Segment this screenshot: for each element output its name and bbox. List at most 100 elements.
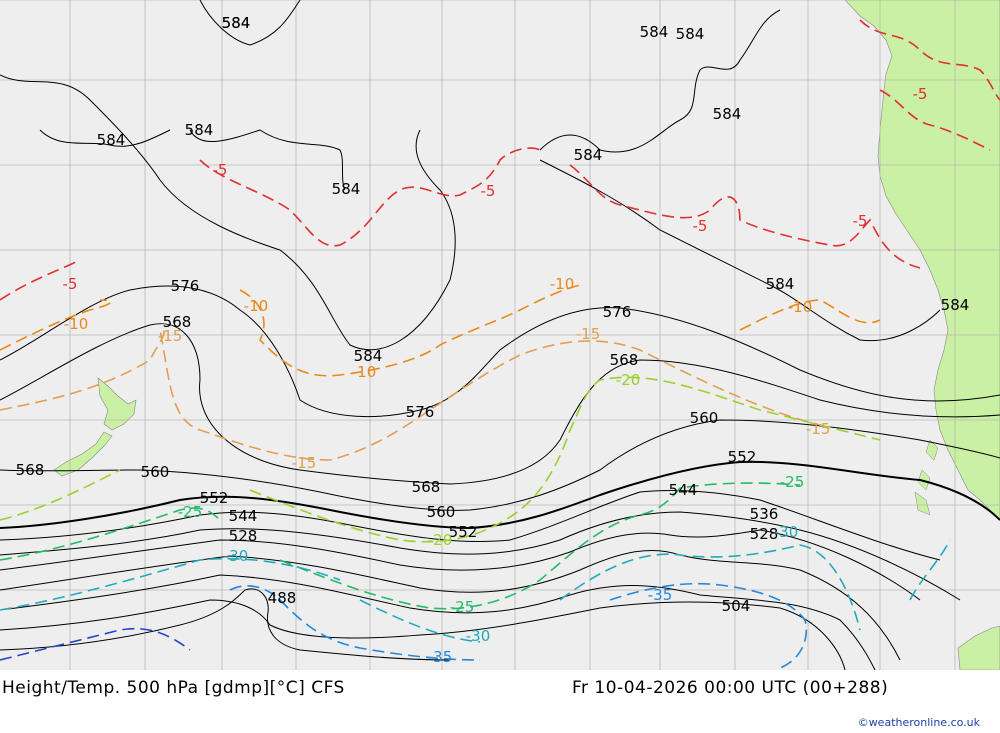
height-label: 584 [97,131,126,149]
height-label: 536 [750,505,779,523]
temp-minus35-a [229,582,807,669]
temperature-label: -20 [428,531,453,549]
height-label: 584 [222,14,251,32]
valid-time: Fr 10-04-2026 00:00 UTC (00+288) [572,678,889,698]
temperature-label: -10 [550,275,575,293]
temperature-label: -10 [352,363,377,381]
contour-568 [0,323,1000,485]
temperature-label: -15 [292,454,317,472]
temperature-label: -30 [466,627,491,645]
temperature-label: -25 [178,503,203,521]
contour-544 [0,489,941,561]
height-label: 560 [690,409,719,427]
height-label: 560 [427,503,456,521]
temperature-label: -5 [481,182,496,200]
temp-minus5-d [859,19,1000,101]
new-zealand-south-island [53,431,113,477]
temperature-label: -15 [576,325,601,343]
temperature-label: -10 [244,297,269,315]
contour-496 [0,588,451,661]
temperature-label: -15 [158,327,183,345]
temp-minus10-c [739,299,881,331]
chart-title: Height/Temp. 500 hPa [gdmp][°C] CFS [2,678,345,698]
height-label: 576 [406,403,435,421]
height-label: 584 [640,23,669,41]
height-label: 552 [449,523,478,541]
height-label: 528 [750,525,779,543]
height-label: 568 [16,461,45,479]
contour-504 [0,599,846,670]
height-label: 552 [728,448,757,466]
height-label: 584 [222,14,251,32]
contour-584-c [539,159,941,342]
contour-536 [0,511,961,601]
temp-minus10-b [239,284,581,377]
temperature-label: -30 [774,523,799,541]
contour-584-north [0,74,456,351]
temperature-label: -5 [63,275,78,293]
temp-minus5-b [199,147,541,247]
height-label: 576 [171,277,200,295]
contour-552 [0,460,1000,530]
height-label: 560 [141,463,170,481]
temperature-label: -25 [450,598,475,616]
height-label: 568 [610,351,639,369]
temp-minus40-a [0,627,191,661]
temperature-label: -5 [693,217,708,235]
temp-minus15-a [0,329,821,461]
height-label: 576 [603,303,632,321]
temp-minus5-e [879,89,991,151]
height-contours [0,0,1000,670]
contour-512 [0,574,876,670]
temperature-label: -20 [616,371,641,389]
height-label: 584 [332,180,361,198]
temperature-label: -5 [853,212,868,230]
temperature-label: -35 [428,648,453,666]
contour-576 [0,285,1000,418]
temp-minus20-a [0,376,881,543]
height-label: 584 [574,146,603,164]
height-label: 488 [268,589,297,607]
height-labels: 584 584 584 584 584 584 584 584 584 584 584 576 568 5… [16,14,970,615]
contour-584-top [199,0,301,46]
height-label: 584 [941,296,970,314]
height-label: 584 [185,121,214,139]
weather-map: 160E170E180170W160W150W140W130W120W110W1… [0,0,1000,670]
height-label: 568 [412,478,441,496]
temperature-label: -10 [64,315,89,333]
height-label: 584 [676,25,705,43]
temperature-label: -10 [788,298,813,316]
temperature-label: -30 [224,547,249,565]
height-label: 544 [669,481,698,499]
temp-minus10-a [0,299,112,351]
height-label: 584 [766,275,795,293]
temp-minus5-a [0,259,81,301]
temperature-contours [0,19,1000,669]
south-tip-land [957,625,1000,670]
contour-584-nz [39,129,171,147]
temp-minus30-a [0,539,951,643]
height-label: 552 [200,489,229,507]
height-label: 544 [229,507,258,525]
temperature-label: -5 [913,85,928,103]
temperature-label: -35 [648,586,673,604]
height-label: 504 [722,597,751,615]
temp-minus5-c [569,164,921,269]
contour-560 [0,419,1000,511]
contour-528 [0,529,921,601]
contour-584-b [539,9,781,153]
temp-minus25-a [0,482,801,610]
temperature-label: -15 [806,420,831,438]
temperature-label: -5 [213,161,228,179]
new-zealand-north-island [97,377,137,431]
height-label: 584 [713,105,742,123]
temperature-label: -25 [780,473,805,491]
height-label: 528 [229,527,258,545]
contour-584-a [189,129,346,191]
temperature-labels: -5 -5 -5 -5 -5 -5 -10 -10 -10 -10 -10 -15 -15 -15 -15 -… [63,85,928,666]
south-america-land [844,0,1000,521]
credit-link[interactable]: ©weatheronline.co.uk [857,716,980,729]
height-label: 584 [354,347,383,365]
height-label: 568 [163,313,192,331]
land-masses [53,0,1000,670]
